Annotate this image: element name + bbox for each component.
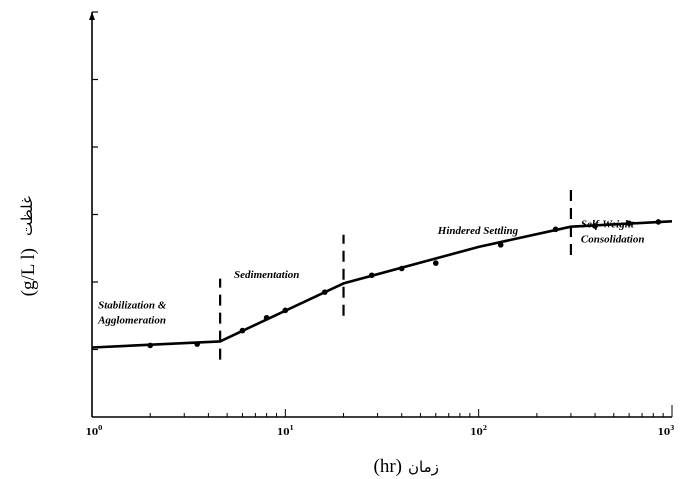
data-point	[497, 242, 504, 248]
x-tick-label: 100	[86, 425, 103, 438]
x-tick-label-exponent: 2	[483, 425, 487, 432]
axes	[89, 11, 673, 418]
phase-label-line: Consolidation	[581, 233, 645, 245]
data-point	[282, 307, 289, 314]
data-point	[321, 289, 328, 295]
x-axis-title-unit: (hr)	[374, 456, 402, 477]
x-tick-label-base: 10	[470, 428, 483, 438]
phase-annotations: Stabilization & Agglomeration Sedimentatio…	[97, 218, 644, 326]
phase-label: Stabilization & Agglomeration	[97, 299, 167, 326]
x-tick-label: 103	[658, 425, 675, 438]
x-tick-label-base: 10	[658, 428, 671, 438]
x-tick-label-base: 10	[86, 428, 99, 438]
phase-label-line: Hindered Settling	[437, 225, 519, 237]
data-point	[263, 314, 270, 321]
x-tick-label-exponent: 1	[290, 425, 294, 432]
x-axis-title-arabic: زمان	[408, 458, 439, 476]
data-point	[147, 342, 153, 349]
x-tick-labels: 100 101 102 103	[86, 425, 675, 438]
x-axis-title: (hr)	[374, 456, 402, 477]
data-point	[239, 327, 246, 334]
data-point	[398, 265, 405, 272]
series	[91, 219, 673, 349]
y-axis-title-unit: (g/L l)	[18, 248, 39, 296]
x-tick-label-base: 10	[277, 428, 290, 438]
phase-label-line: Agglomeration	[97, 314, 166, 326]
x-tick-label: 101	[277, 425, 294, 438]
data-point	[655, 219, 662, 225]
x-tick-label-exponent: 3	[670, 425, 674, 432]
phase-label-line: Stabilization &	[98, 299, 167, 311]
data-point	[432, 260, 439, 266]
data-point	[592, 223, 598, 229]
y-axis-title-arabic: غلظت	[18, 196, 36, 236]
phase-label-line: Self-Weight	[581, 218, 635, 230]
phase-label: Sedimentation	[234, 269, 299, 281]
phase-label: Self-Weight Consolidation	[581, 218, 645, 245]
x-tick-label-exponent: 0	[98, 425, 102, 432]
data-point	[194, 341, 200, 347]
x-tick-label: 102	[470, 425, 487, 438]
phase-label: Hindered Settling	[437, 225, 519, 237]
data-point	[368, 272, 375, 279]
phase-boundaries	[219, 184, 573, 360]
y-axis-arrow	[89, 12, 95, 20]
data-point	[626, 220, 632, 227]
phase-label-line: Sedimentation	[234, 269, 299, 281]
data-point	[552, 226, 559, 233]
